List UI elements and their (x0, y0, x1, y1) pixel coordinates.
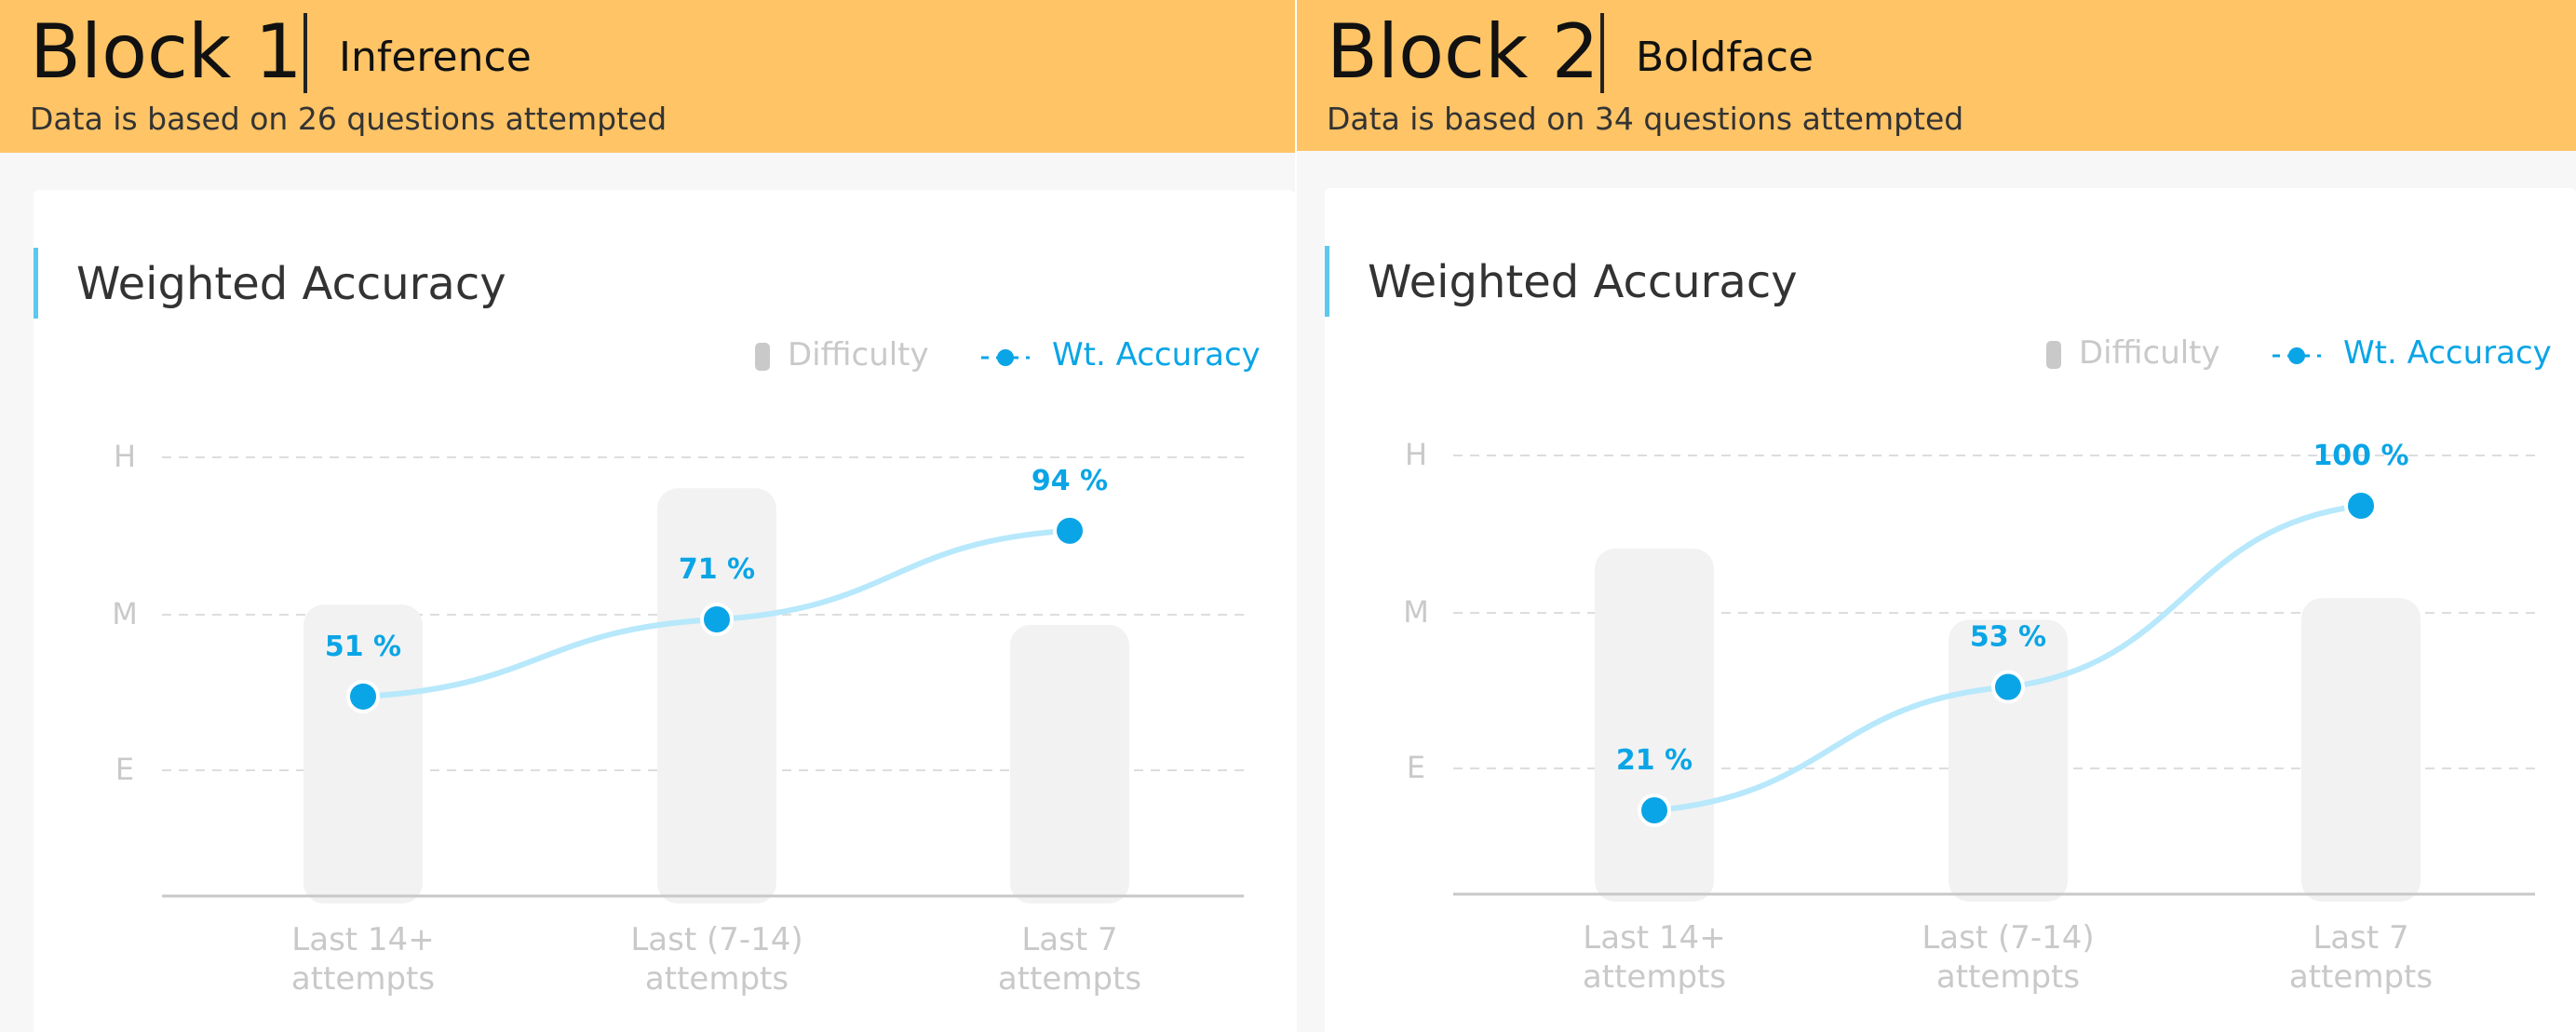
legend-difficulty-label: Difficulty (788, 336, 929, 373)
card-title: Weighted Accuracy (1368, 256, 1798, 308)
block-header: Block 2 Boldface Data is based on 34 que… (1297, 0, 2576, 151)
weighted-accuracy-card: Weighted Accuracy Difficulty Wt. Accuracy… (1325, 188, 2576, 1032)
legend-accuracy-label: Wt. Accuracy (2343, 334, 2552, 372)
y-tick-label: E (1407, 750, 1425, 785)
block-title: Block 2 (1327, 8, 1599, 95)
accuracy-point (700, 603, 734, 637)
difficulty-bar (657, 488, 776, 903)
accuracy-data-label: 71 % (679, 553, 755, 586)
x-tick-label: attempts (1583, 958, 1726, 996)
block-title: Block 1 (30, 8, 303, 95)
questions-attempted-note: Data is based on 34 questions attempted (1327, 101, 1964, 137)
x-tick-label: Last 14+ (291, 921, 434, 958)
x-tick-label: Last 7 (1021, 921, 1117, 958)
x-tick-label: Last (7-14) (1922, 919, 2094, 957)
legend-difficulty-label: Difficulty (2079, 334, 2220, 372)
questions-attempted-note: Data is based on 26 questions attempted (30, 101, 668, 137)
x-tick-label: attempts (998, 960, 1141, 998)
legend-accuracy-marker (997, 349, 1014, 366)
y-tick-label: H (1405, 437, 1427, 472)
y-tick-label: E (115, 752, 134, 787)
accuracy-data-label: 21 % (1616, 744, 1693, 777)
x-tick-label: Last 14+ (1583, 919, 1725, 957)
block-topic: Inference (339, 34, 532, 81)
difficulty-bar (2301, 598, 2421, 902)
accuracy-data-label: 51 % (325, 631, 401, 663)
block-panel-2: Block 2 Boldface Data is based on 34 que… (1297, 0, 2576, 1032)
card-title-accent (1325, 246, 1329, 317)
x-tick-label: attempts (291, 960, 435, 998)
x-tick-label: attempts (2289, 958, 2433, 996)
accuracy-data-label: 94 % (1032, 465, 1108, 497)
legend-difficulty-swatch (755, 343, 770, 371)
y-tick-label: M (1403, 594, 1429, 630)
x-tick-label: Last 7 (2313, 919, 2408, 957)
x-tick-label: Last (7-14) (630, 921, 802, 958)
weighted-accuracy-card: Weighted Accuracy Difficulty Wt. Accuracy… (34, 190, 1295, 1032)
block-header: Block 1 Inference Data is based on 26 qu… (0, 0, 1295, 153)
difficulty-bar (303, 604, 423, 903)
accuracy-point (2344, 489, 2378, 523)
y-tick-label: M (112, 596, 138, 631)
header-divider (1600, 13, 1604, 93)
difficulty-bar (1595, 548, 1714, 902)
accuracy-data-label: 53 % (1970, 621, 2046, 654)
legend-accuracy-label: Wt. Accuracy (1052, 336, 1261, 373)
legend-accuracy-marker (2288, 347, 2305, 364)
legend-difficulty-swatch (2046, 341, 2061, 369)
card-title: Weighted Accuracy (76, 258, 506, 310)
card-title-accent (34, 248, 38, 319)
y-tick-label: H (114, 439, 136, 474)
accuracy-point (1053, 513, 1086, 548)
block-panel-1: Block 1 Inference Data is based on 26 qu… (0, 0, 1295, 1032)
accuracy-data-label: 100 % (2313, 440, 2408, 472)
accuracy-point (1638, 794, 1671, 827)
accuracy-point (1991, 670, 2025, 704)
difficulty-bar (1010, 624, 1129, 903)
difficulty-bar (1949, 619, 2068, 902)
accuracy-point (346, 679, 380, 713)
x-tick-label: attempts (1936, 958, 2080, 996)
block-topic: Boldface (1636, 34, 1814, 81)
x-tick-label: attempts (645, 960, 789, 998)
header-divider (303, 13, 307, 93)
